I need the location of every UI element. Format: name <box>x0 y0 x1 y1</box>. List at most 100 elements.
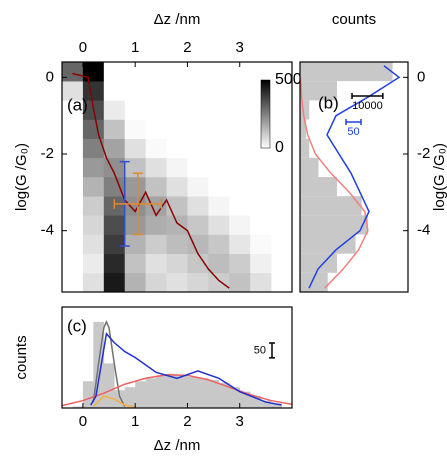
hist-bar <box>72 406 84 408</box>
plot-area <box>300 62 401 292</box>
heat-cell <box>229 119 251 139</box>
heat-cell <box>62 119 84 139</box>
panel-label: (b) <box>318 93 339 112</box>
heat-cell <box>62 177 84 197</box>
heat-cell <box>250 177 272 197</box>
heat-cell <box>103 100 126 120</box>
panel-label: (c) <box>67 316 87 335</box>
heat-cell <box>229 253 251 274</box>
heat-cell <box>208 234 230 254</box>
heat-cell <box>145 234 167 254</box>
heat-cell <box>145 100 167 120</box>
hist-bar <box>177 375 188 408</box>
hist-bar <box>166 373 178 408</box>
hist-bar <box>300 62 393 82</box>
heat-cell <box>145 215 167 235</box>
heat-cell <box>145 177 167 197</box>
x-tick-label: 0 <box>79 39 87 56</box>
heat-cell <box>124 272 146 292</box>
y-axis-label: log(G /G₀) <box>13 143 30 211</box>
y-tick-label: -4 <box>41 222 54 239</box>
heat-cell <box>229 177 251 197</box>
heat-cell <box>82 234 105 254</box>
heat-cell <box>229 62 251 82</box>
plot-area <box>62 319 292 408</box>
heat-cell <box>62 138 84 159</box>
heat-cell <box>229 100 251 120</box>
heat-cell <box>208 272 230 292</box>
hist-bar <box>300 177 338 197</box>
heat-cell <box>229 234 251 254</box>
colorbar-label: 0 <box>275 139 284 156</box>
hist-bar <box>114 390 126 408</box>
y-tick-label: 0 <box>46 68 54 85</box>
heat-cell <box>145 62 167 82</box>
heat-cell <box>103 234 126 254</box>
hist-bar <box>82 381 94 408</box>
heat-cell <box>62 196 84 216</box>
hist-bar <box>239 391 251 408</box>
x-tick-label: 0 <box>79 413 87 430</box>
data-line <box>90 332 282 406</box>
hist-bar <box>300 119 307 139</box>
hist-bar <box>260 400 272 408</box>
heat-cell <box>166 215 188 235</box>
heat-cell <box>82 196 105 216</box>
heat-cell <box>103 119 126 139</box>
heat-cell <box>124 119 146 139</box>
heat-cell <box>166 100 188 120</box>
y-tick-label: -2 <box>41 145 54 162</box>
heat-cell <box>208 215 230 235</box>
heat-cell <box>62 100 84 120</box>
heat-cell <box>208 100 230 120</box>
heat-cell <box>187 215 209 235</box>
heat-cell <box>166 177 188 197</box>
data-line <box>92 319 126 407</box>
hist-bar <box>300 215 368 235</box>
heat-cell <box>229 196 251 216</box>
heat-cell <box>187 81 209 101</box>
heat-cell <box>187 157 209 178</box>
heat-cell <box>208 138 230 159</box>
heat-cell <box>62 62 84 82</box>
hist-bar <box>271 403 282 408</box>
heat-cell <box>62 272 84 292</box>
data-line <box>62 373 292 407</box>
hist-bar <box>208 379 220 408</box>
heat-cell <box>166 157 188 178</box>
heat-cell <box>250 253 272 274</box>
heat-cell <box>166 119 188 139</box>
scale-bar-label: 50 <box>347 126 359 138</box>
x-tick-label: 2 <box>183 413 191 430</box>
heat-cell <box>103 177 126 197</box>
heat-cell <box>145 157 167 178</box>
heat-cell <box>250 196 272 216</box>
heat-cell <box>62 157 84 178</box>
heat-cell <box>145 272 167 292</box>
heat-cell <box>145 81 167 101</box>
heat-cell <box>250 62 272 82</box>
heat-cell <box>208 157 230 178</box>
heat-cell <box>82 119 105 139</box>
data-line <box>72 72 230 289</box>
heat-cell <box>187 177 209 197</box>
hist-bar <box>300 196 362 216</box>
hist-bar <box>145 378 157 408</box>
x-tick-label: 1 <box>131 413 139 430</box>
hist-bar <box>197 378 209 408</box>
heat-cell <box>229 215 251 235</box>
heat-cell <box>103 81 126 101</box>
heat-cell <box>145 138 167 159</box>
heat-cell <box>208 253 230 274</box>
heat-cell <box>124 177 146 197</box>
heat-cell <box>166 81 188 101</box>
hist-bar <box>187 376 199 408</box>
y-axis-label: log(G /G₀) <box>431 143 447 211</box>
x-tick-label: 2 <box>183 39 191 56</box>
heat-cell <box>124 81 146 101</box>
heat-cell <box>187 100 209 120</box>
y-axis-label: counts <box>13 335 30 379</box>
colorbar <box>260 79 271 149</box>
heat-cell <box>124 100 146 120</box>
